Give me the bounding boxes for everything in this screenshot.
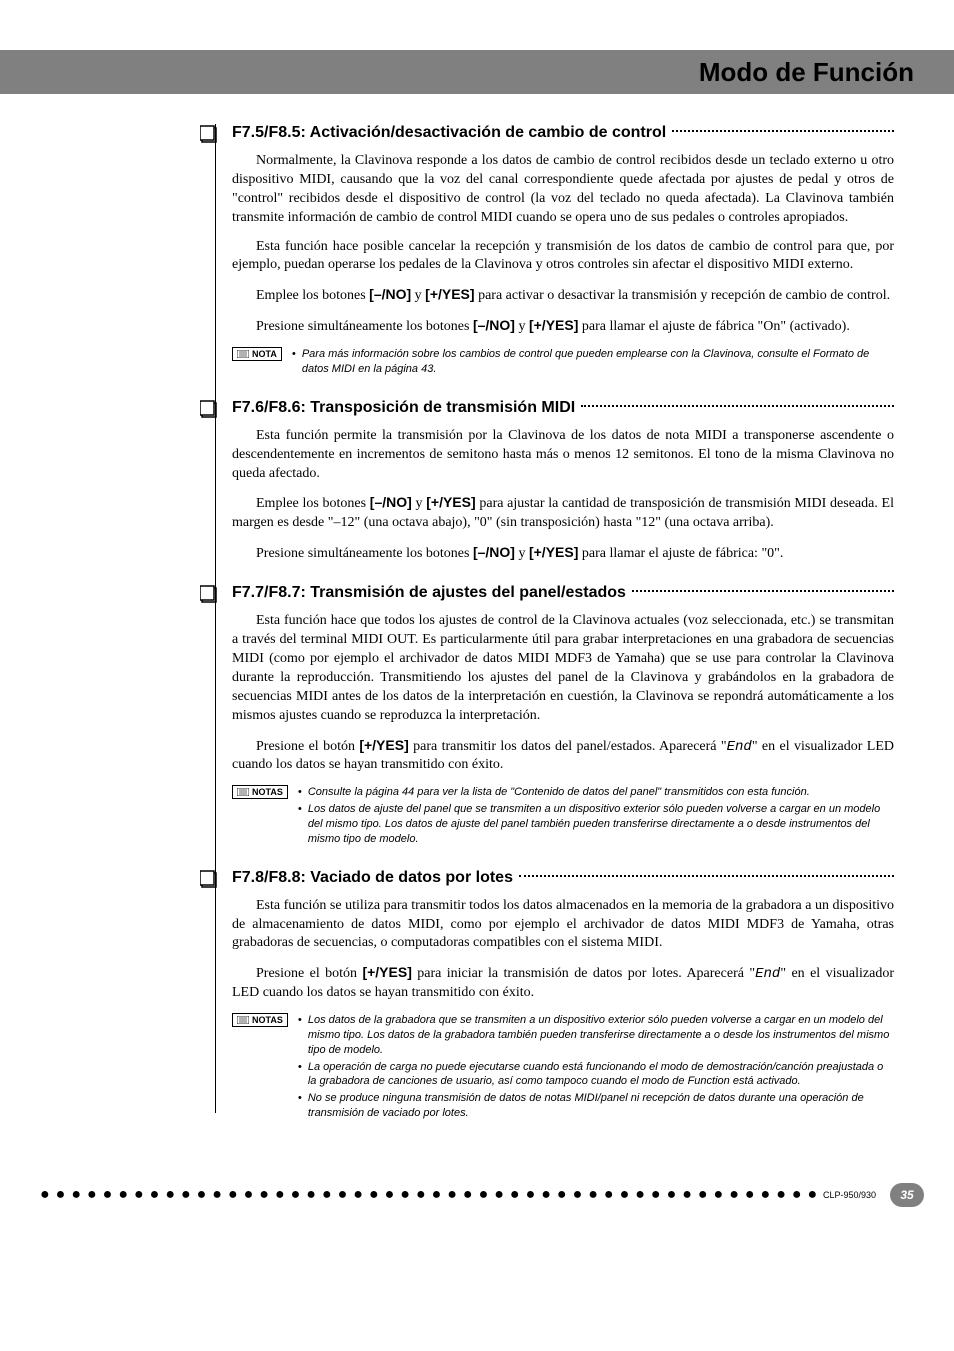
header-band: Modo de Función bbox=[0, 50, 954, 94]
section-heading: F7.7/F8.7: Transmisión de ajustes del pa… bbox=[232, 584, 626, 602]
section-heading: F7.5/F8.5: Activación/desactivación de c… bbox=[232, 124, 666, 142]
body-paragraph: Presione simultáneamente los botones [–/… bbox=[232, 543, 894, 564]
page-number-badge: 35 bbox=[890, 1183, 924, 1207]
note-row: NOTAS Consulte la página 44 para ver la … bbox=[232, 785, 894, 848]
note-badge: NOTA bbox=[232, 347, 282, 361]
body-paragraph: Normalmente, la Clavinova responde a los… bbox=[232, 152, 894, 228]
note-text: Consulte la página 44 para ver la lista … bbox=[298, 785, 894, 848]
heading-dots bbox=[672, 130, 894, 132]
checkbox-icon bbox=[200, 869, 220, 889]
heading-dots bbox=[581, 405, 894, 407]
heading-dots bbox=[632, 590, 894, 592]
body-paragraph: Presione el botón [+/YES] para iniciar l… bbox=[232, 963, 894, 1003]
note-badge: NOTAS bbox=[232, 785, 288, 799]
note-label: NOTA bbox=[252, 349, 277, 359]
note-row: NOTAS Los datos de la grabadora que se t… bbox=[232, 1013, 894, 1123]
body-paragraph: Esta función se utiliza para transmitir … bbox=[232, 897, 894, 954]
footer-model: CLP-950/930 bbox=[823, 1190, 876, 1200]
note-badge: NOTAS bbox=[232, 1013, 288, 1027]
note-text: Para más información sobre los cambios d… bbox=[292, 347, 894, 379]
note-badge-icon bbox=[237, 350, 249, 358]
page-title: Modo de Función bbox=[699, 57, 914, 88]
checkbox-icon bbox=[200, 399, 220, 419]
section-f77: F7.7/F8.7: Transmisión de ajustes del pa… bbox=[60, 584, 894, 849]
section-f78: F7.8/F8.8: Vaciado de datos por lotes Es… bbox=[60, 869, 894, 1123]
section-f76: F7.6/F8.6: Transposición de transmisión … bbox=[60, 399, 894, 564]
checkbox-icon bbox=[200, 584, 220, 604]
body-paragraph: Esta función hace que todos los ajustes … bbox=[232, 612, 894, 725]
body-paragraph: Presione simultáneamente los botones [–/… bbox=[232, 316, 894, 337]
checkbox-icon bbox=[200, 124, 220, 144]
body-paragraph: Emplee los botones [–/NO] y [+/YES] para… bbox=[232, 285, 894, 306]
body-paragraph: Esta función permite la transmisión por … bbox=[232, 427, 894, 484]
body-paragraph: Esta función hace posible cancelar la re… bbox=[232, 238, 894, 276]
body-paragraph: Presione el botón [+/YES] para transmiti… bbox=[232, 736, 894, 776]
heading-dots bbox=[519, 875, 894, 877]
footer-dots-run: ●●●●●●●●●●●●●●●●●●●●●●●●●●●●●●●●●●●●●●●●… bbox=[40, 1186, 817, 1204]
note-label: NOTAS bbox=[252, 1015, 283, 1025]
body-paragraph: Emplee los botones [–/NO] y [+/YES] para… bbox=[232, 493, 894, 533]
footer: ●●●●●●●●●●●●●●●●●●●●●●●●●●●●●●●●●●●●●●●●… bbox=[0, 1173, 954, 1227]
note-text: Los datos de la grabadora que se transmi… bbox=[298, 1013, 894, 1123]
section-heading: F7.6/F8.6: Transposición de transmisión … bbox=[232, 399, 575, 417]
note-label: NOTAS bbox=[252, 787, 283, 797]
note-badge-icon bbox=[237, 1016, 249, 1024]
note-row: NOTA Para más información sobre los camb… bbox=[232, 347, 894, 379]
section-f75: F7.5/F8.5: Activación/desactivación de c… bbox=[60, 124, 894, 379]
section-heading: F7.8/F8.8: Vaciado de datos por lotes bbox=[232, 869, 513, 887]
content-area: F7.5/F8.5: Activación/desactivación de c… bbox=[0, 94, 954, 1173]
note-badge-icon bbox=[237, 788, 249, 796]
